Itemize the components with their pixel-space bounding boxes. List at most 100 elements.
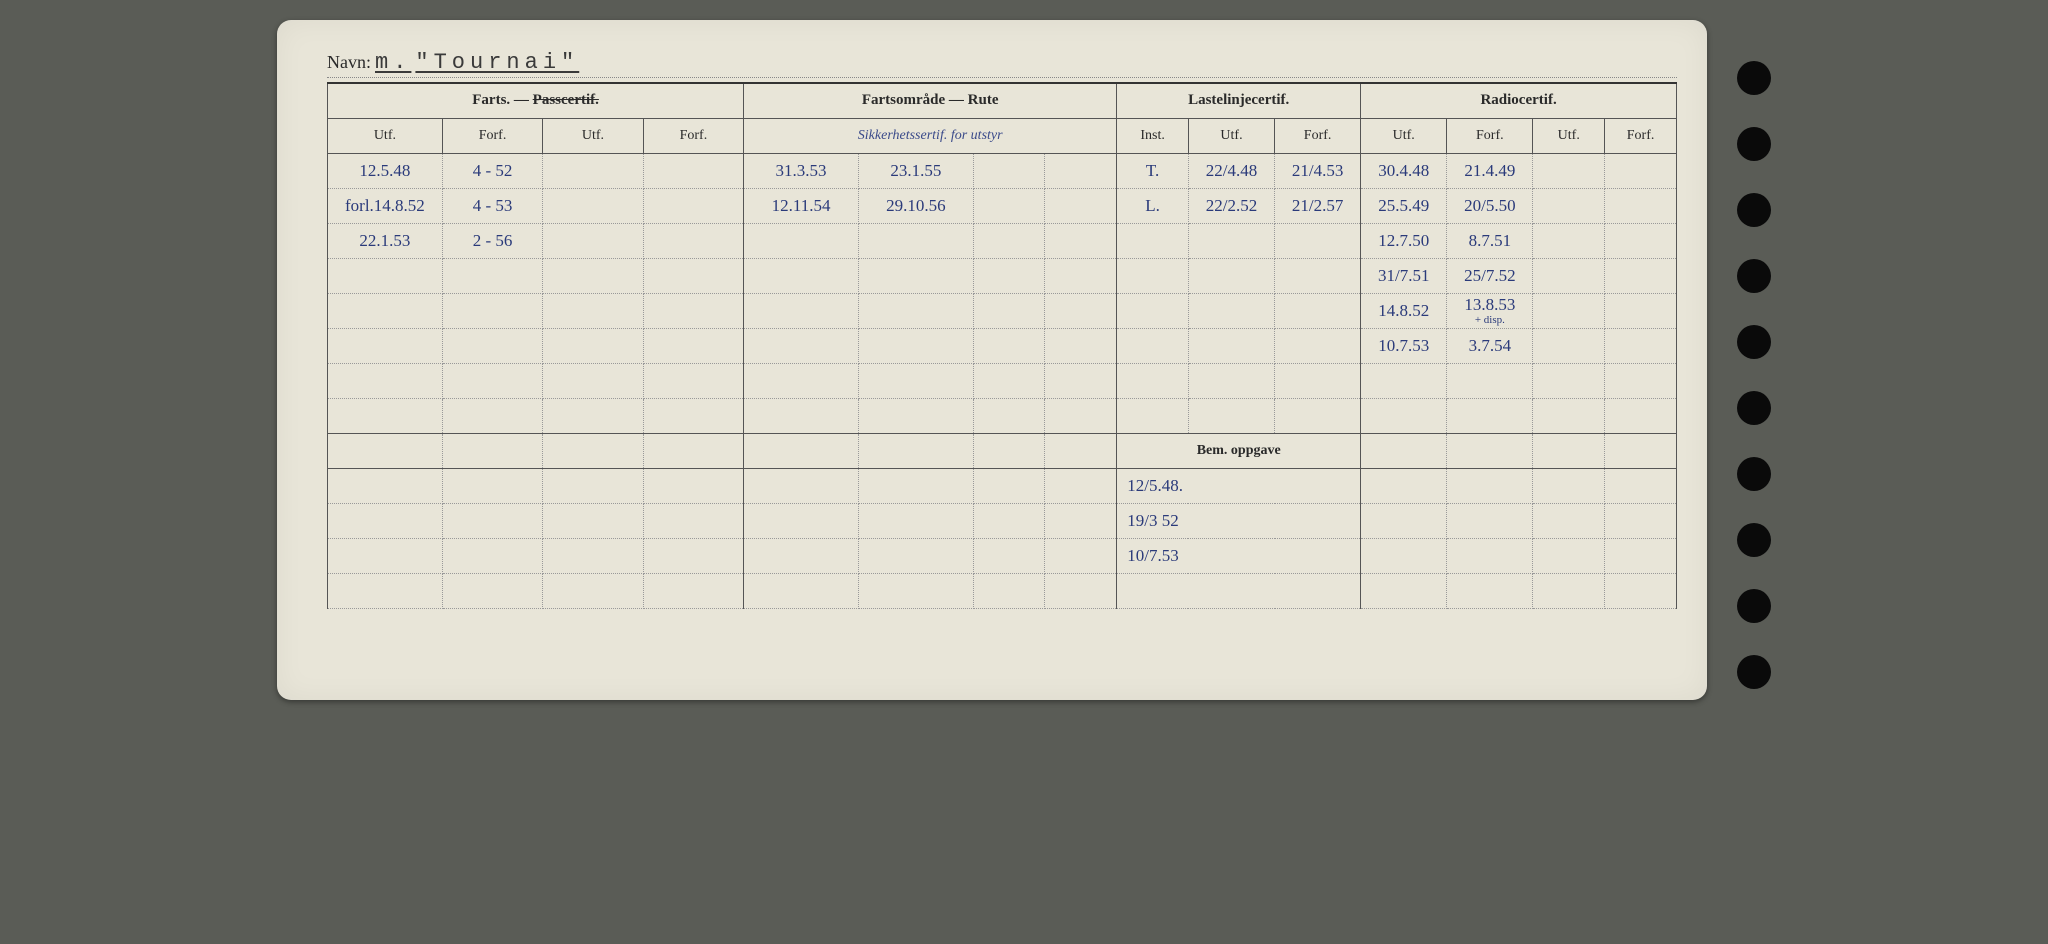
cell: 3.7.54 [1447,328,1533,363]
cell [1533,258,1605,293]
bem-cell: 10/7.53 [1117,538,1361,573]
cell [858,398,973,433]
cell: 4 - 52 [442,153,542,188]
cell [543,433,643,468]
cell [1361,468,1447,503]
cell [1605,363,1677,398]
cell: 23.1.55 [858,153,973,188]
cell [543,573,643,608]
cell [858,573,973,608]
cell [1117,398,1189,433]
col-f-utf: Utf. [328,118,443,153]
cell [328,468,443,503]
group-farts: Farts. — Passcertif. [328,83,744,118]
cell [1605,433,1677,468]
hole-icon [1737,325,1771,359]
cell [643,293,743,328]
cell [543,328,643,363]
hole-icon [1737,259,1771,293]
cell [744,258,859,293]
cell [1533,223,1605,258]
ledger-table: Farts. — Passcertif. Fartsområde — Rute … [327,82,1677,609]
cell [973,398,1045,433]
cell [1533,398,1605,433]
cell [1188,398,1274,433]
cell [744,538,859,573]
cell: T. [1117,153,1189,188]
cell: forl.14.8.52 [328,188,443,223]
cell: 25/7.52 [1447,258,1533,293]
cell: 25.5.49 [1361,188,1447,223]
cell [442,468,542,503]
cell [858,363,973,398]
cell [643,573,743,608]
cell: 21.4.49 [1447,153,1533,188]
cell [643,503,743,538]
cell-note: + disp. [1447,315,1532,326]
cell [973,363,1045,398]
cell [1533,538,1605,573]
cell [973,328,1045,363]
cell [1045,468,1117,503]
navn-label: Navn: [327,52,371,73]
cell [1361,503,1447,538]
cell [643,258,743,293]
cell [973,573,1045,608]
cell [973,538,1045,573]
handwritten-subheader: Sikkerhetssertif. for utstyr [744,118,1117,153]
cell [1533,328,1605,363]
cell [643,538,743,573]
cell [1533,468,1605,503]
cell [543,503,643,538]
cell [1533,188,1605,223]
hole-icon [1737,655,1771,689]
farts-strike: Passcertif. [533,92,599,108]
cell [973,468,1045,503]
cell [1361,363,1447,398]
cell [1605,153,1677,188]
cell [1361,433,1447,468]
bem-cell [1117,573,1361,608]
cell [1045,363,1117,398]
cell [1533,503,1605,538]
navn-value: "Tournai" [415,50,579,75]
cell [543,363,643,398]
col-f-forf: Forf. [442,118,542,153]
cell [1605,573,1677,608]
cell [543,223,643,258]
cell: 21/4.53 [1275,153,1361,188]
cell [328,328,443,363]
cell [858,538,973,573]
cell [1533,433,1605,468]
hole-icon [1737,61,1771,95]
hole-icon [1737,457,1771,491]
cell [543,293,643,328]
cell [1361,573,1447,608]
cell [543,468,643,503]
cell [1117,293,1189,328]
cell [1605,398,1677,433]
cell [1275,293,1361,328]
hole-icon [1737,391,1771,425]
cell [643,223,743,258]
cell: 22/4.48 [1188,153,1274,188]
name-row: Navn: m. "Tournai" [327,50,1677,78]
cell [858,293,973,328]
col-l-forf: Forf. [1275,118,1361,153]
cell [858,223,973,258]
cell: 14.8.52 [1361,293,1447,328]
cell [973,188,1045,223]
cell [1045,398,1117,433]
cell [744,328,859,363]
cell [1275,258,1361,293]
cell [1045,433,1117,468]
cell: L. [1117,188,1189,223]
group-fartsomrade: Fartsområde — Rute [744,83,1117,118]
cell: 31.3.53 [744,153,859,188]
cell [1447,433,1533,468]
cell [744,573,859,608]
cell [973,258,1045,293]
cell [1045,223,1117,258]
cell [1533,363,1605,398]
record-card: Navn: m. "Tournai" Farts. — Passcertif. … [277,20,1707,700]
